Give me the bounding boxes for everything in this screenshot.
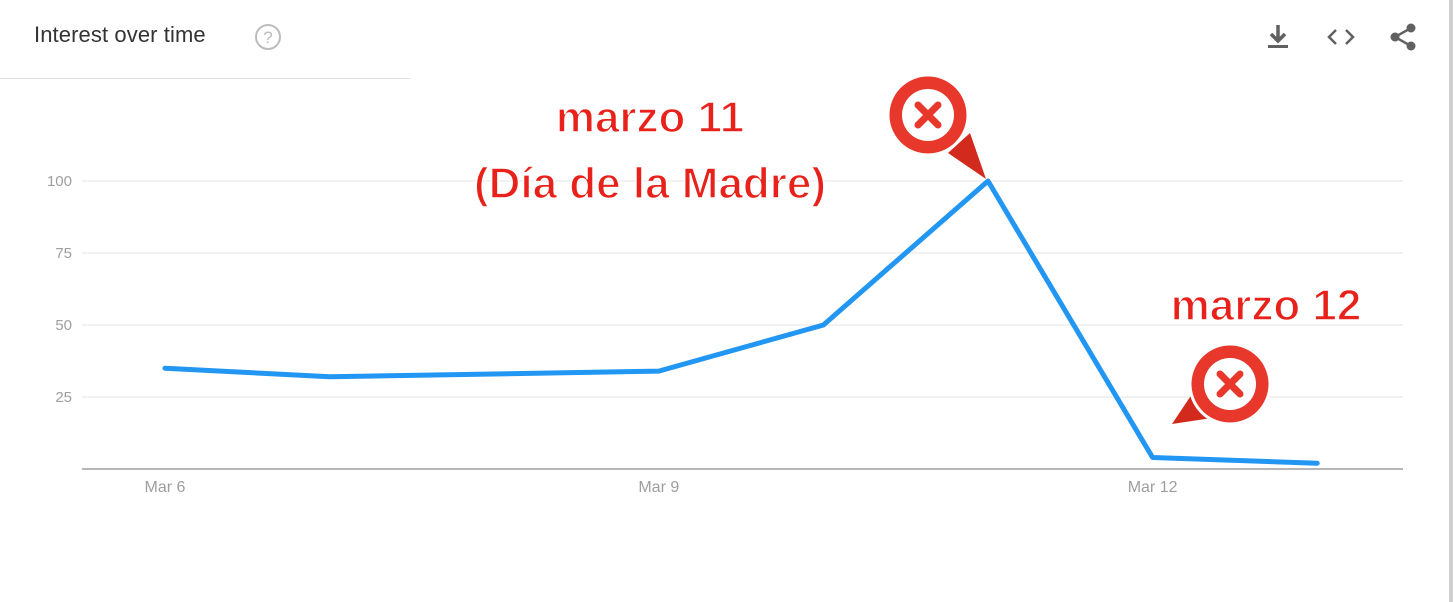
annotation-peak-line1: marzo 11 xyxy=(556,93,744,142)
series-line xyxy=(162,178,1320,466)
header-divider xyxy=(0,78,410,79)
data-points xyxy=(164,180,1318,464)
share-icon[interactable] xyxy=(1386,20,1420,54)
annotation-low: marzo 12 xyxy=(1170,280,1362,331)
map-pin-x-icon xyxy=(1172,342,1272,426)
y-tick-label: 25 xyxy=(55,389,72,406)
annotation-peak-line2: (Día de la Madre) xyxy=(474,159,826,208)
y-tick-label: 75 xyxy=(55,245,72,262)
y-tick-label: 100 xyxy=(47,173,72,190)
embed-icon[interactable] xyxy=(1324,20,1358,54)
map-pin-x-icon xyxy=(886,73,986,179)
chart-grid xyxy=(82,180,1403,398)
y-axis-ticks: 25 50 75 100 xyxy=(47,173,72,406)
x-tick-label: Mar 9 xyxy=(638,479,679,496)
download-icon[interactable] xyxy=(1261,20,1295,54)
x-tick-label: Mar 6 xyxy=(145,479,186,496)
scroll-edge xyxy=(1449,0,1453,602)
x-tick-label: Mar 12 xyxy=(1128,479,1178,496)
chart-title: Interest over time xyxy=(34,22,206,47)
svg-text:?: ? xyxy=(263,28,272,47)
annotation-low-label: marzo 12 xyxy=(1171,281,1362,330)
card-header: Interest over time ? xyxy=(0,0,1449,78)
annotation-peak: marzo 11 (Día de la Madre) xyxy=(473,92,827,209)
help-circle-icon[interactable]: ? xyxy=(254,23,282,51)
y-tick-label: 50 xyxy=(55,317,72,334)
x-axis-ticks: Mar 6 Mar 9 Mar 12 xyxy=(145,479,1178,496)
